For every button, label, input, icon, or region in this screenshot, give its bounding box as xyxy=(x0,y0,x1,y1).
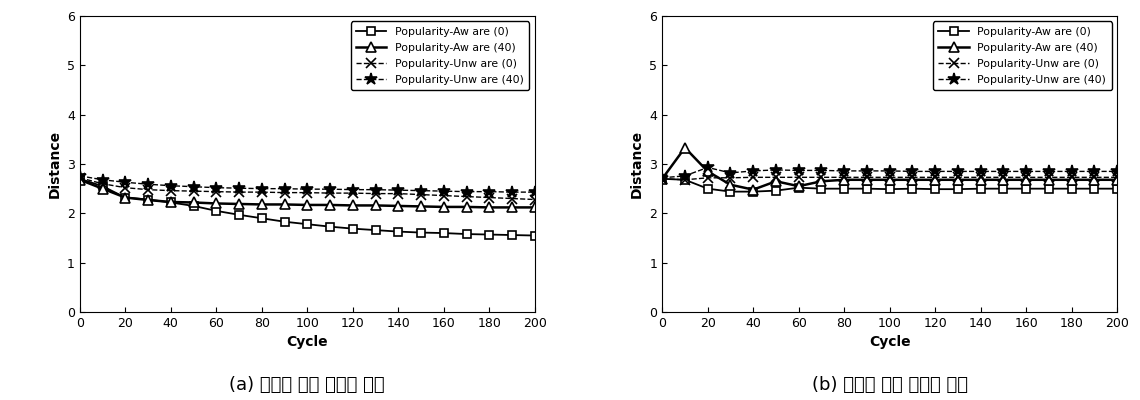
Y-axis label: Distance: Distance xyxy=(48,130,62,198)
X-axis label: Cycle: Cycle xyxy=(286,336,328,350)
Legend: Popularity-Aw are (0), Popularity-Aw are (40), Popularity-Unw are (0), Popularit: Popularity-Aw are (0), Popularity-Aw are… xyxy=(351,22,529,90)
Legend: Popularity-Aw are (0), Popularity-Aw are (40), Popularity-Unw are (0), Popularit: Popularity-Aw are (0), Popularity-Aw are… xyxy=(933,22,1112,90)
Y-axis label: Distance: Distance xyxy=(629,130,644,198)
X-axis label: Cycle: Cycle xyxy=(869,336,911,350)
Text: (b) 파일을 적게 소유한 노드: (b) 파일을 적게 소유한 노드 xyxy=(812,376,968,394)
Text: (a) 파일을 많이 소유한 노드: (a) 파일을 많이 소유한 노드 xyxy=(229,376,385,394)
